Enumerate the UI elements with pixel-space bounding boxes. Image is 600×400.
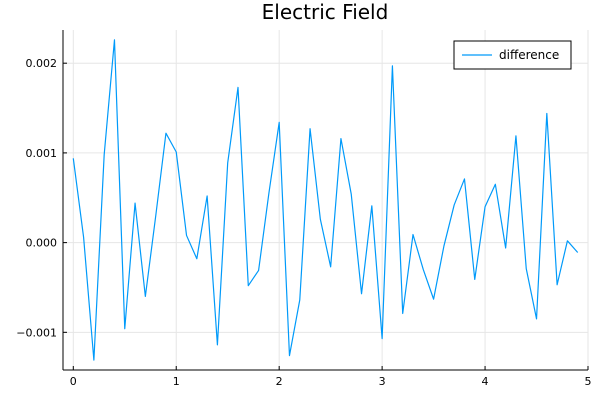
x-tick-label: 2 [276,375,283,388]
series-line-difference [72,39,579,361]
y-tick-label: −0.001 [16,326,57,339]
legend: difference [453,40,572,70]
grid-lines [63,30,589,370]
x-tick-label: 0 [70,375,77,388]
tick-labels: 0 1 2 3 4 5 −0.001 0.000 0.001 0.002 [16,57,591,388]
y-tick-label: 0.002 [26,57,58,70]
axes [62,30,589,371]
chart-title: Electric Field [262,0,389,24]
legend-label: difference [499,48,559,62]
plot-area [72,39,579,361]
y-tick-label: 0.001 [26,147,58,160]
x-tick-label: 5 [585,375,592,388]
x-tick-label: 3 [379,375,386,388]
x-tick-label: 4 [482,375,489,388]
x-tick-label: 1 [173,375,180,388]
y-tick-label: 0.000 [26,237,58,250]
